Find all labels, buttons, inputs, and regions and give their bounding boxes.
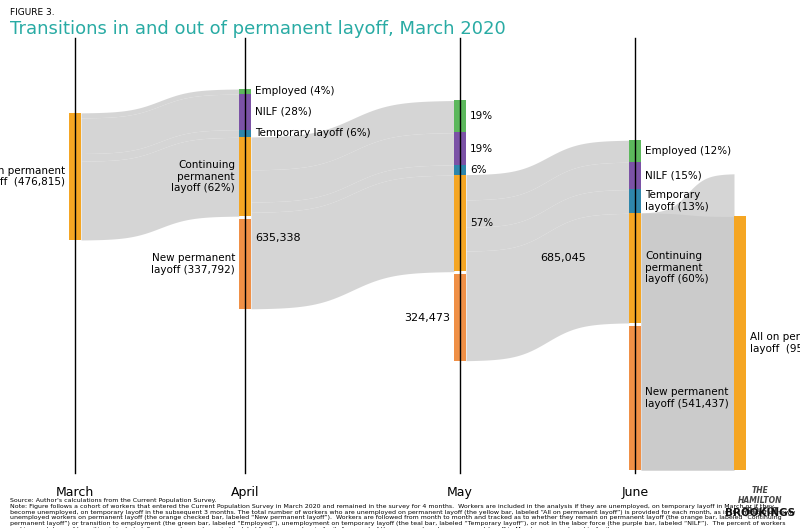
Bar: [629, 213, 641, 323]
Bar: [454, 100, 466, 133]
Text: 685,045: 685,045: [540, 253, 586, 263]
Text: FIGURE 3.: FIGURE 3.: [10, 8, 54, 17]
Bar: [239, 89, 251, 94]
Bar: [629, 162, 641, 190]
Text: 6%: 6%: [470, 165, 486, 175]
Text: NILF (15%): NILF (15%): [645, 171, 702, 181]
Bar: [69, 113, 81, 240]
Text: May: May: [447, 486, 473, 499]
Text: Transitions in and out of permanent layoff, March 2020: Transitions in and out of permanent layo…: [10, 20, 506, 38]
Text: 19%: 19%: [470, 111, 493, 121]
Bar: [629, 140, 641, 162]
Text: 19%: 19%: [470, 144, 493, 154]
Bar: [454, 275, 466, 361]
Text: Continuing
permanent
layoff (62%): Continuing permanent layoff (62%): [171, 160, 235, 193]
Text: NILF (28%): NILF (28%): [255, 107, 312, 117]
Text: Employed (4%): Employed (4%): [255, 87, 334, 97]
Text: June: June: [622, 486, 649, 499]
Text: 635,338: 635,338: [255, 233, 301, 243]
Text: BROOKINGS: BROOKINGS: [725, 508, 795, 518]
Text: Source: Author's calculations from the Current Population Survey.
Note: Figure f: Source: Author's calculations from the C…: [10, 498, 795, 528]
Bar: [239, 137, 251, 216]
Text: THE
HAMILTON
PROJECT: THE HAMILTON PROJECT: [738, 486, 782, 516]
Text: New permanent
layoff (337,792): New permanent layoff (337,792): [151, 253, 235, 275]
Bar: [239, 219, 251, 309]
Bar: [454, 165, 466, 175]
Text: Temporary
layoff (13%): Temporary layoff (13%): [645, 191, 709, 212]
Bar: [239, 219, 251, 309]
Text: All on permanent
layoff  (950,922): All on permanent layoff (950,922): [750, 333, 800, 354]
Bar: [629, 190, 641, 213]
Bar: [454, 275, 466, 361]
Text: Employed (12%): Employed (12%): [645, 146, 731, 156]
Text: March: March: [56, 486, 94, 499]
Bar: [239, 129, 251, 137]
Text: New permanent
layoff (541,437): New permanent layoff (541,437): [645, 387, 729, 409]
Bar: [734, 216, 746, 470]
Text: Temporary layoff (6%): Temporary layoff (6%): [255, 128, 370, 138]
Text: April: April: [230, 486, 259, 499]
Text: Continuing
permanent
layoff (60%): Continuing permanent layoff (60%): [645, 251, 709, 285]
Bar: [629, 326, 641, 470]
Text: All on permanent
layoff  (476,815): All on permanent layoff (476,815): [0, 166, 65, 187]
Text: 57%: 57%: [470, 218, 493, 228]
Bar: [454, 133, 466, 165]
Bar: [239, 94, 251, 129]
Bar: [454, 175, 466, 271]
Text: 324,473: 324,473: [404, 313, 450, 323]
Bar: [629, 326, 641, 470]
